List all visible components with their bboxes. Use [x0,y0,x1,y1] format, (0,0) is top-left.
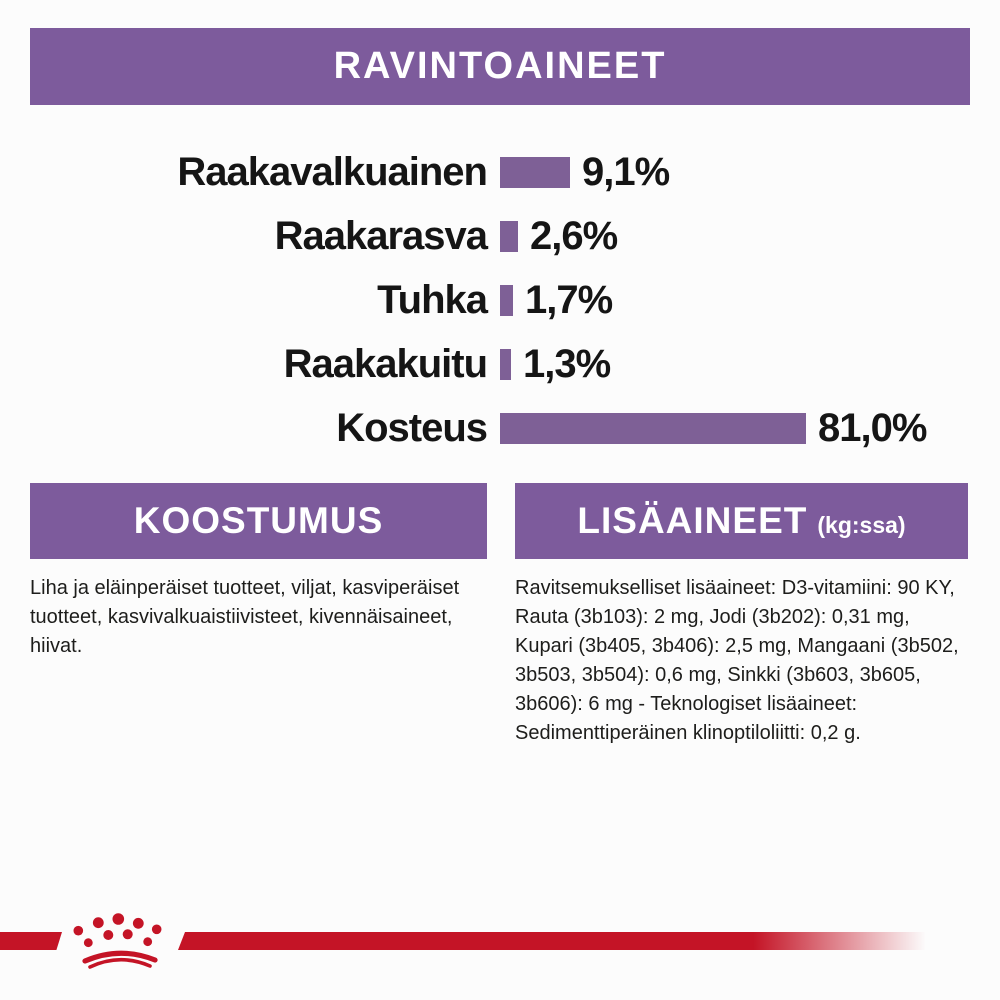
chart-row-label: Raakakuitu [283,341,488,386]
brand-stripe-right [178,932,1000,950]
additives-header-subtitle: (kg:ssa) [817,511,906,538]
chart-bar [500,284,513,316]
chart-row: Kosteus 81,0% [0,396,1000,460]
chart-bar [500,220,518,252]
chart-row-label: Raakavalkuainen [177,149,488,194]
chart-bar [500,156,570,188]
chart-bar [500,348,511,380]
chart-row-value: 9,1% [582,149,670,194]
chart-row: Raakakuitu 1,3% [0,332,1000,396]
nutrients-header: RAVINTOAINEET [30,28,970,105]
royal-canin-crown-icon [73,913,162,969]
additives-text: Ravitsemukselliset lisäaineet: D3-vitami… [515,577,959,744]
chart-row-value: 2,6% [530,213,618,258]
chart-row-value: 1,3% [523,341,611,386]
nutrients-bar-chart: Raakavalkuainen 9,1% Raakarasva 2,6% Tuh… [0,140,1000,460]
chart-row-value: 81,0% [818,405,927,450]
chart-row: Tuhka 1,7% [0,268,1000,332]
chart-row-label: Raakarasva [274,213,488,258]
composition-header-title: KOOSTUMUS [133,500,384,541]
chart-row-label: Kosteus [336,405,488,450]
chart-bar [500,412,806,444]
nutrients-header-title: RAVINTOAINEET [333,45,667,87]
additives-header: LISÄAINEET (kg:ssa) [515,483,968,559]
chart-row: Raakavalkuainen 9,1% [0,140,1000,204]
chart-row: Raakarasva 2,6% [0,204,1000,268]
composition-text: Liha ja eläinperäiset tuotteet, viljat, … [30,577,460,657]
composition-header: KOOSTUMUS [30,483,487,559]
chart-row-value: 1,7% [525,277,613,322]
additives-header-title: LISÄAINEET [577,500,808,541]
chart-row-label: Tuhka [377,277,488,322]
brand-stripe-left [0,932,62,950]
